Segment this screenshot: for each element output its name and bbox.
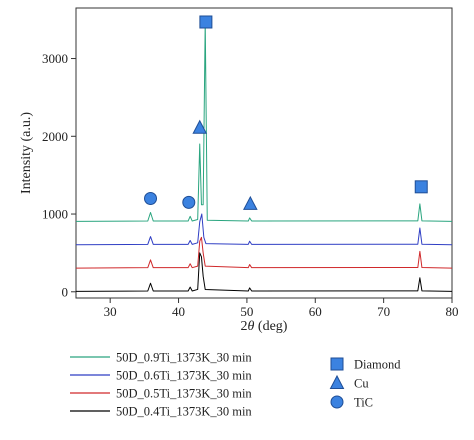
series-group [75,20,453,292]
phase-marker-tic [144,191,158,205]
phase-marker-tic [182,195,196,209]
series-line [75,252,453,292]
phase-marker-diamond [199,15,213,29]
phase-legend: Diamond Cu TiC [329,357,401,410]
legend-label: 50D_0.5Ti_1373K_30 min [116,387,252,401]
y-tick-label: 0 [62,284,69,299]
x-tick-label: 40 [172,304,185,319]
legend-marker-label: Cu [354,377,369,391]
legend-marker-label: Diamond [354,358,401,372]
series-legend: 50D_0.9Ti_1373K_30 min 50D_0.6Ti_1373K_30… [70,351,252,419]
x-axis-ticks: 30 40 50 60 70 80 [104,298,459,319]
legend-label: 50D_0.6Ti_1373K_30 min [116,369,252,383]
x-tick-label: 60 [309,304,322,319]
phase-marker-cu [243,195,258,210]
y-tick-label: 3000 [42,51,68,66]
y-tick-label: 2000 [42,129,68,144]
legend-marker-label: TiC [354,396,373,410]
plot-frame [75,7,453,299]
x-tick-label: 30 [104,304,117,319]
legend-label: 50D_0.9Ti_1373K_30 min [116,351,252,365]
plot-area: 30 40 50 60 70 80 0 1000 2000 3000 [42,7,459,319]
phase-marker-diamond [414,180,428,194]
series-line [75,213,453,246]
x-tick-label: 70 [377,304,390,319]
x-axis-title: 2θ (deg) [241,319,288,334]
x-tick-label: 80 [446,304,459,319]
legend-marker-tic [330,395,344,409]
legend-marker-cu [329,374,345,389]
y-axis-ticks: 0 1000 2000 3000 [42,51,76,299]
phase-marker-cu [192,119,208,134]
phase-marker-group [144,15,428,210]
legend-marker-diamond [330,357,344,371]
y-axis-title: Intensity (a.u.) [19,112,34,194]
series-line [75,20,453,222]
legend-label: 50D_0.4Ti_1373K_30 min [116,405,252,419]
x-tick-label: 50 [240,304,253,319]
y-tick-label: 1000 [42,207,68,222]
series-line [75,236,453,269]
